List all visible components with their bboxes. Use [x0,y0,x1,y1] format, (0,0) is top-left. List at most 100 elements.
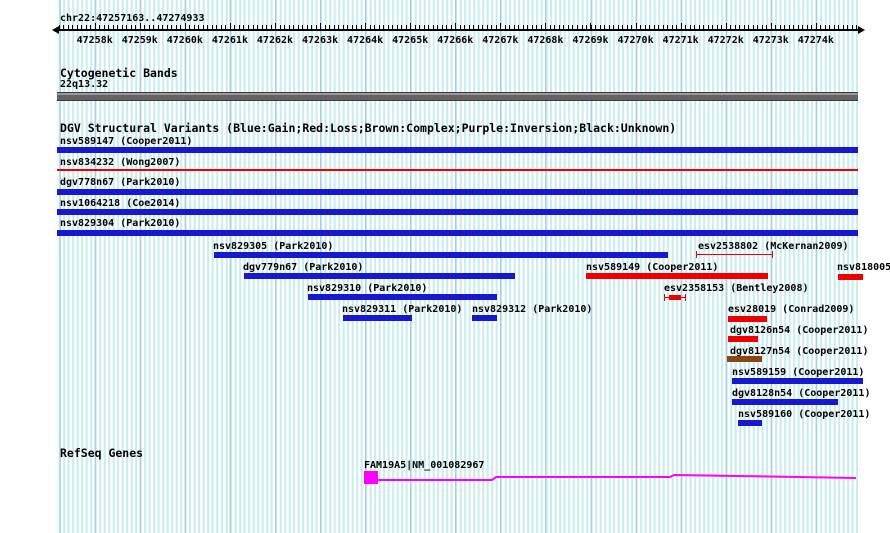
ruler-minor-tick [473,25,475,31]
variant-label-dgv8127n54[interactable]: dgv8127n54 (Cooper2011) [730,346,869,357]
variant-bar-esv28019[interactable] [728,316,767,322]
ruler-minor-tick [730,25,732,31]
ruler-tick-label: 47263k [301,35,339,46]
ruler-minor-tick [153,25,155,31]
variant-label-dgv778n67[interactable]: dgv778n67 (Park2010) [60,177,181,188]
ruler-minor-tick [788,25,790,31]
variant-label-esv28019[interactable]: esv28019 (Conrad2009) [728,304,855,315]
variant-label-nsv589147[interactable]: nsv589147 (Cooper2011) [60,136,193,147]
ruler-minor-tick [148,25,150,31]
variant-bar-dgv779n67[interactable] [244,273,515,279]
ruler-minor-tick [698,25,700,31]
ruler-minor-tick [721,25,723,31]
ruler-tick-label: 47262k [256,35,294,46]
variant-bar-nsv829311[interactable] [343,315,412,321]
variant-label-nsv589160[interactable]: nsv589160 (Cooper2011) [738,409,871,420]
variant-label-nsv589149[interactable]: nsv589149 (Cooper2011) [586,262,719,273]
ruler-minor-tick [315,25,317,31]
ruler-minor-tick [351,25,353,31]
variant-label-dgv8126n54[interactable]: dgv8126n54 (Cooper2011) [730,325,869,336]
ruler-minor-tick [563,25,565,31]
ruler-minor-tick [63,25,65,31]
variant-whisker-esv2358153[interactable] [664,294,686,301]
ruler-minor-tick [356,25,358,31]
ruler-minor-tick [567,25,569,31]
variant-bar-dgv8127n54[interactable] [727,356,762,362]
ruler-minor-tick [72,25,74,31]
whisker-line [696,254,773,255]
variant-label-nsv1064218[interactable]: nsv1064218 (Coe2014) [60,198,181,209]
variant-label-nsv818005[interactable]: nsv818005 [837,262,890,273]
variant-bar-dgv8126n54[interactable] [728,336,758,342]
variant-label-nsv829310[interactable]: nsv829310 (Park2010) [307,283,428,294]
ruler-minor-tick [558,25,560,31]
variant-bar-nsv818005[interactable] [838,274,863,280]
ruler-minor-tick [437,25,439,31]
ruler-minor-tick [234,25,236,31]
variant-label-nsv829304[interactable]: nsv829304 (Park2010) [60,218,181,229]
ruler-minor-tick [586,25,588,31]
ruler-minor-tick [257,25,258,31]
variant-label-dgv779n67[interactable]: dgv779n67 (Park2010) [243,262,364,273]
variant-bar-nsv589159[interactable] [732,378,863,384]
ruler-tick-label: 47259k [121,35,158,46]
ruler-minor-tick [549,25,551,31]
ruler-major-tick [725,23,727,31]
ruler-major-tick [500,23,502,31]
ruler-minor-tick [495,25,497,31]
variant-label-nsv834232[interactable]: nsv834232 (Wong2007) [60,157,181,168]
variant-bar-dgv8128n54[interactable] [732,399,838,405]
ruler-minor-tick [401,25,403,31]
ruler-minor-tick [671,25,673,31]
gene-intron-line-FAM19A5[interactable] [378,470,857,484]
variant-label-nsv829311[interactable]: nsv829311 (Park2010) [342,304,463,315]
variant-bar-nsv829310[interactable] [308,294,497,300]
ruler-minor-tick [644,25,646,31]
variant-bar-nsv829305[interactable] [214,252,668,258]
variant-bar-nsv1064218[interactable] [57,209,858,215]
ruler-minor-tick [396,25,398,31]
variant-bar-nsv589147[interactable] [57,147,858,153]
variant-label-nsv829305[interactable]: nsv829305 (Park2010) [213,241,334,252]
variant-whisker-esv2538802[interactable] [696,251,773,258]
ruler-minor-tick [441,25,443,31]
ruler-tick-label: 47269k [572,35,609,46]
ruler-left-arrow-icon [52,26,59,34]
variant-bar-nsv829312[interactable] [472,315,497,321]
variant-bar-nsv834232[interactable] [57,169,858,171]
ruler-minor-tick [784,25,786,31]
ruler-minor-tick [856,25,858,31]
ruler-minor-tick [108,25,110,31]
variant-label-esv2538802[interactable]: esv2538802 (McKernan2009) [698,241,849,252]
ruler-minor-tick [293,25,295,31]
variant-label-nsv829312[interactable]: nsv829312 (Park2010) [472,304,593,315]
ruler-minor-tick [527,25,529,31]
ruler-minor-tick [703,25,705,31]
ruler-minor-tick [329,25,331,31]
ruler-minor-tick [513,25,515,31]
gene-exon-box-FAM19A5[interactable] [364,471,378,484]
ruler-tick-label: 47258k [76,35,113,46]
gene-label-FAM19A5[interactable]: FAM19A5|NM_001082967 [364,460,485,471]
variant-bar-nsv589160[interactable] [738,420,762,426]
ruler-major-tick [545,23,547,31]
variant-label-esv2358153[interactable]: esv2358153 (Bentley2008) [664,283,809,294]
ruler-minor-tick [649,25,651,31]
variant-bar-nsv829304[interactable] [57,230,858,236]
ruler-minor-tick [198,25,200,31]
variant-bar-dgv778n67[interactable] [57,189,858,195]
whisker-right-tick [772,251,773,258]
ruler-minor-tick [81,25,83,31]
ruler-minor-tick [748,25,750,31]
ruler-minor-tick [613,25,615,31]
ruler-minor-tick [157,25,159,31]
whisker-box [669,295,681,300]
ruler-minor-tick [851,25,853,31]
variant-label-dgv8128n54[interactable]: dgv8128n54 (Cooper2011) [732,388,871,399]
variant-bar-nsv589149[interactable] [586,273,768,279]
cytogenetic-band-bar[interactable] [57,92,858,101]
ruler-minor-tick [288,25,290,31]
ruler-minor-tick [193,25,195,31]
ruler-minor-tick [779,25,781,31]
variant-label-nsv589159[interactable]: nsv589159 (Cooper2011) [732,367,865,378]
